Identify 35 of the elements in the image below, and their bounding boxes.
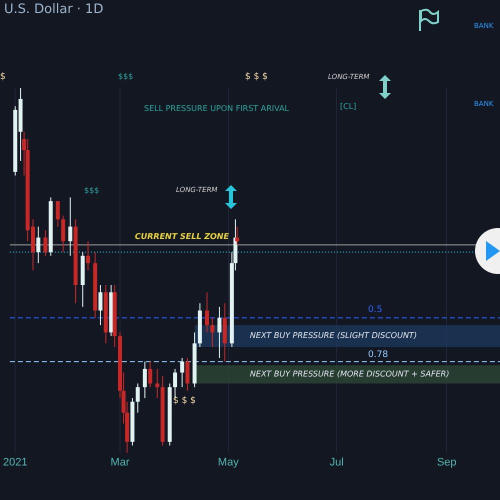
candlestick — [155, 368, 160, 399]
candlestick — [210, 317, 214, 348]
candlestick — [185, 357, 190, 392]
candlestick — [36, 226, 40, 264]
candlestick — [180, 357, 184, 388]
text: $$$ — [118, 72, 134, 81]
chart-title: U.S. Dollar · 1D — [4, 2, 104, 17]
x-tick-label: Sep — [436, 456, 457, 468]
candlestick — [205, 292, 210, 333]
candlestick — [98, 284, 102, 326]
x-tick-label: 2021 — [2, 456, 28, 468]
candlestick — [68, 196, 72, 256]
text: $ $ $ — [245, 72, 268, 82]
candlestick — [148, 361, 152, 388]
candlestick — [136, 382, 140, 414]
x-tick-label: May — [218, 456, 240, 468]
ref-line-label: CURRENT SELL ZONE — [134, 232, 230, 241]
candlestick — [217, 306, 222, 358]
candlestick — [43, 230, 48, 256]
annotation: [CL] — [340, 102, 356, 111]
x-tick-label: Mar — [110, 456, 130, 468]
annotation: SELL PRESSURE UPON FIRST ARIVAL — [144, 104, 290, 113]
annotation: $ $ $ — [173, 396, 196, 406]
x-tick-label: Jul — [330, 456, 344, 468]
band-label: NEXT BUY PRESSURE (MORE DISCOUNT + SAFER) — [250, 369, 450, 378]
annotation: 0.78 — [368, 350, 388, 360]
candlestick — [56, 200, 60, 228]
candlestick — [86, 240, 90, 271]
candlestick — [142, 361, 147, 399]
annotation: $$$ — [84, 186, 100, 195]
candlestick — [61, 215, 66, 253]
band-label: NEXT BUY PRESSURE (SLIGHT DISCOUNT) — [250, 331, 417, 340]
text: $ — [0, 72, 6, 82]
annotation: 0.5 — [368, 305, 382, 315]
candlestick — [235, 226, 240, 246]
